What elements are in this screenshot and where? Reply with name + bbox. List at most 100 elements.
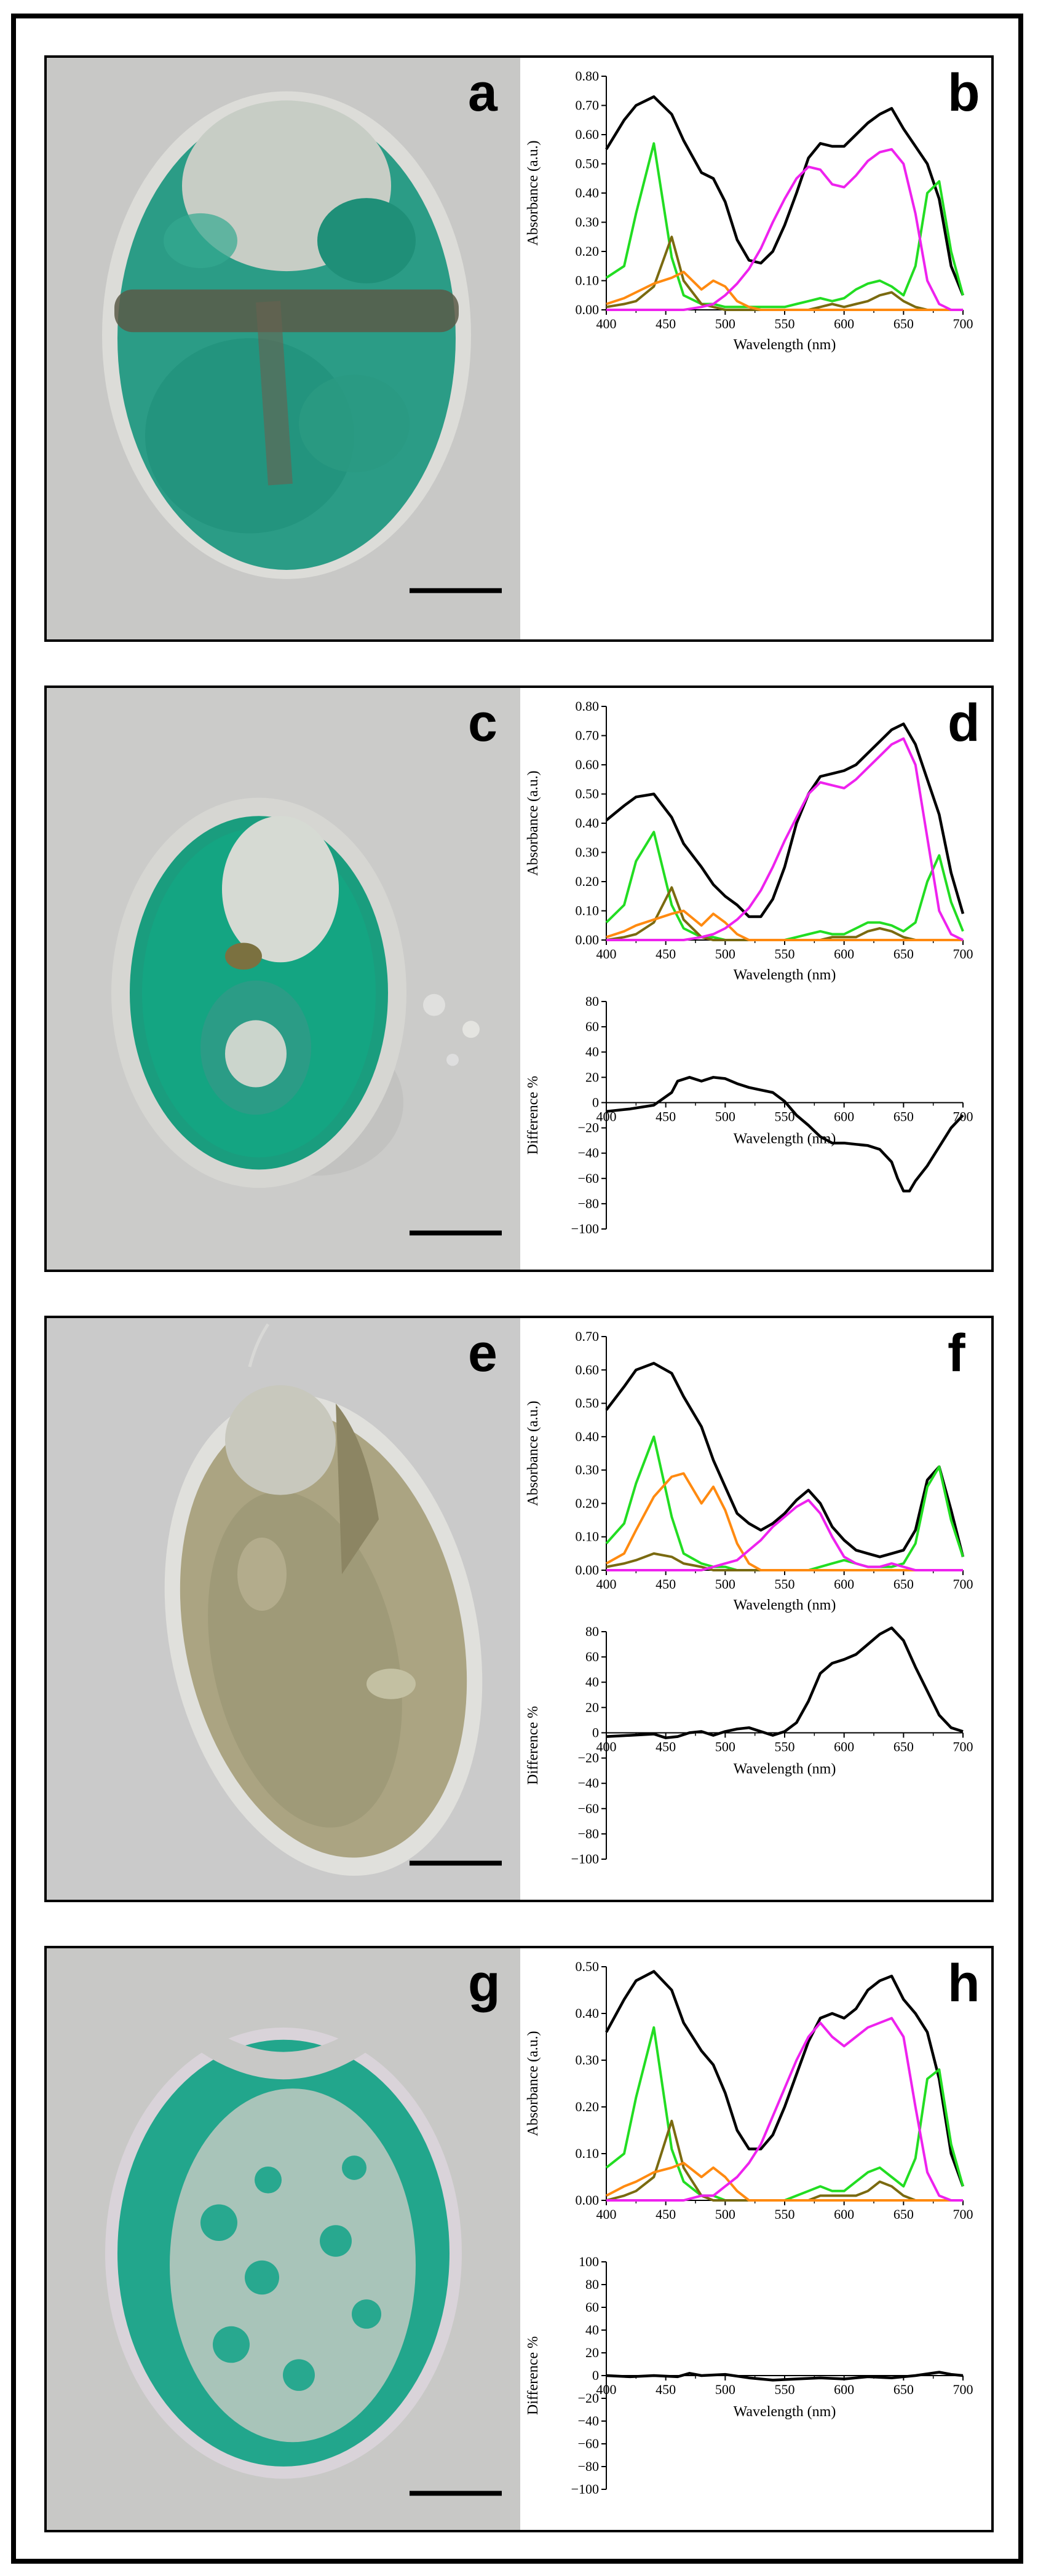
x-tick-label: 400 (596, 946, 617, 962)
y-tick-label: 0.70 (576, 728, 600, 743)
figure-frame (11, 14, 1023, 2564)
chart-b-series-olive (606, 235, 963, 311)
x-tick-label: 450 (656, 2382, 676, 2397)
x-tick-label: 700 (953, 1576, 973, 1592)
cell-photo-c (47, 688, 520, 1270)
panel-ef: e 0.00 0.10 0.20 0.30 0.40 0.50 0.60 0.70 400 450… (44, 1316, 994, 1902)
y-tick-label: 40 (585, 1044, 599, 1059)
x-tick-label: 500 (715, 316, 735, 331)
chart-f-group: 0.00 0.10 0.20 0.30 0.40 0.50 0.60 0.70 400 450 50… (525, 1329, 973, 1613)
x-tick-label: 600 (834, 1576, 854, 1592)
chart-b-group: 0.00 0.10 0.20 0.30 0.40 0.50 0.60 0.70 0.80 400 4… (525, 68, 973, 353)
y-tick-label: 0.00 (576, 1562, 600, 1578)
y-tick-label: 40 (585, 1674, 599, 1689)
y-tick-label: 60 (585, 1649, 599, 1664)
y-tick-label: 0.60 (576, 757, 600, 772)
x-tick-label: 700 (953, 316, 973, 331)
y-tick-label: −40 (578, 1145, 599, 1161)
y-tick-label: 0.30 (576, 1462, 600, 1477)
chart-f-difference-xlabel: Wavelength (nm) (734, 1761, 836, 1777)
x-tick-label: 700 (953, 1739, 973, 1754)
panel-ab: a 0.00 0.10 0.20 0.30 0.40 0.50 0.60 0.70 0.80 40… (44, 55, 994, 642)
y-tick-label: 0.10 (576, 1529, 600, 1544)
x-tick-label: 500 (715, 1108, 735, 1124)
y-tick-label: −20 (578, 1120, 599, 1136)
y-tick-label: 0.20 (576, 1495, 600, 1511)
chart-d-difference-ylabel: Difference % (525, 1076, 541, 1155)
y-tick-label: 0.10 (576, 273, 600, 288)
chart-letter-h: h (948, 1954, 980, 2013)
x-tick-label: 450 (656, 1739, 676, 1754)
y-tick-label: −80 (578, 2459, 599, 2474)
x-tick-label: 400 (596, 316, 617, 331)
cell-image-e (47, 1318, 520, 1900)
y-tick-label: −100 (571, 1221, 599, 1236)
cell-photo-e (47, 1318, 520, 1900)
chart-h: 0.00 0.10 0.20 0.30 0.40 0.50 400 450 500 550 600 6… (520, 1948, 991, 2530)
y-tick-label: 0.30 (576, 2052, 600, 2068)
y-tick-label: 40 (585, 2322, 599, 2337)
y-tick-label: 0.80 (576, 68, 600, 84)
chart-f-series-magenta (606, 1499, 963, 1571)
panel-cd: c 0.00 0.10 0.20 0.30 0.40 0.50 0.60 0.70 0.80 40… (44, 685, 994, 1272)
chart-b-xlabel: Wavelength (nm) (734, 337, 836, 353)
y-tick-label: 20 (585, 1069, 599, 1085)
x-tick-label: 650 (893, 1739, 914, 1754)
y-tick-label: −80 (578, 1196, 599, 1211)
chart-f-ylabel: Absorbance (a.u.) (525, 1401, 541, 1506)
y-tick-label: −20 (578, 1750, 599, 1766)
y-tick-label: 0.40 (576, 1429, 600, 1444)
x-tick-label: 600 (834, 2382, 854, 2397)
chart-d-series-black (605, 722, 965, 919)
chart-letter-f: f (948, 1324, 965, 1383)
y-tick-label: −20 (578, 2390, 599, 2406)
x-tick-label: 450 (656, 2207, 676, 2222)
chart-f-difference-group: 80 60 40 20 0 −20 −40 −60 −80 −100 400 450 500 550 600… (525, 1624, 973, 1867)
x-tick-label: 500 (715, 1739, 735, 1754)
x-tick-label: 550 (775, 946, 795, 962)
y-tick-label: 80 (585, 1624, 599, 1639)
chart-b-series-magenta (606, 148, 963, 311)
chart-h-difference-group: 100 80 60 40 20 0 −20 −40 −60 −80 −100 400 450 500 550… (525, 2254, 973, 2497)
chart-d-xlabel: Wavelength (nm) (734, 967, 836, 983)
chart-b-series-orange (606, 271, 963, 311)
cell-image-g (47, 1948, 520, 2530)
y-tick-label: 0.30 (576, 215, 600, 230)
cell-image-a (47, 58, 520, 639)
x-tick-label: 400 (596, 1576, 617, 1592)
chart-b-svg: 0.00 0.10 0.20 0.30 0.40 0.50 0.60 0.70 0.80 400 4… (525, 68, 973, 353)
photo-letter-g: g (468, 1954, 501, 2013)
photo-letter-c: c (468, 693, 497, 753)
chart-d-series-magenta (606, 737, 964, 941)
y-tick-label: 0.50 (576, 156, 600, 172)
chart-f-difference-ylabel: Difference % (525, 1706, 541, 1785)
y-tick-label: 0.70 (576, 98, 600, 113)
y-tick-label: 0.20 (576, 2099, 600, 2114)
y-tick-label: 0.20 (576, 874, 600, 889)
chart-d-difference-series-black (606, 1076, 964, 1193)
y-tick-label: 0.20 (576, 243, 600, 259)
chart-b-ylabel: Absorbance (a.u.) (525, 140, 541, 245)
y-tick-label: 0.30 (576, 845, 600, 860)
x-tick-label: 500 (715, 946, 735, 962)
chart-d-series-green (605, 831, 964, 941)
chart-h-series-magenta (606, 2017, 963, 2202)
y-tick-label: 0.70 (576, 1329, 600, 1344)
y-tick-label: 100 (579, 2254, 599, 2269)
x-tick-label: 650 (893, 316, 914, 331)
y-tick-label: 0.50 (576, 1959, 600, 1974)
chart-h-series-olive (606, 2119, 963, 2202)
y-tick-label: −40 (578, 2413, 599, 2428)
y-tick-label: 0.60 (576, 1362, 600, 1377)
panel-gh: g 0.00 0.10 0.20 0.30 0.40 0.50 400 450 500 550 60… (44, 1946, 994, 2532)
x-tick-label: 400 (596, 2382, 617, 2397)
y-tick-label: −60 (578, 2436, 599, 2451)
y-tick-label: 0.80 (576, 698, 600, 714)
x-tick-label: 550 (775, 316, 795, 331)
x-tick-label: 650 (893, 1108, 914, 1124)
y-tick-label: 0.10 (576, 2146, 600, 2161)
x-tick-label: 550 (775, 1739, 795, 1754)
chart-b-series-green (605, 142, 964, 309)
